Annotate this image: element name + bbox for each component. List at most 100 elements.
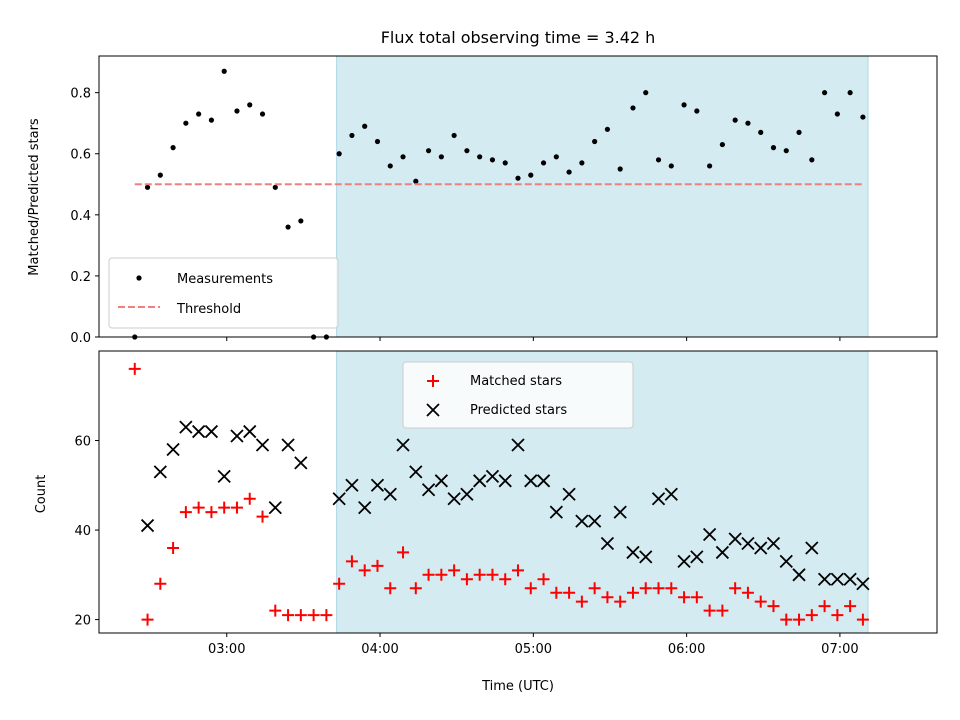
matched-stars-point xyxy=(218,501,231,514)
predicted-stars-point xyxy=(575,514,589,528)
legend-measurements-label: Measurements xyxy=(177,272,273,287)
bottom-y-ticks: 20 40 60 xyxy=(74,435,99,629)
top-shaded-span xyxy=(336,55,869,338)
measurement-point xyxy=(400,154,406,160)
measurement-point xyxy=(413,178,419,184)
matched-stars-point xyxy=(167,541,180,554)
measurement-point xyxy=(592,138,598,145)
y-tick-label: 0.8 xyxy=(70,87,91,102)
matched-stars-point xyxy=(230,501,243,514)
matched-stars-point xyxy=(409,582,422,595)
matched-stars-point xyxy=(448,564,461,577)
matched-stars-point xyxy=(256,510,269,523)
predicted-stars-point xyxy=(843,572,857,586)
measurement-point xyxy=(668,163,674,169)
predicted-stars-point xyxy=(383,487,397,501)
x-axis-label: Time (UTC) xyxy=(481,679,554,694)
measurement-point xyxy=(451,132,457,139)
predicted-stars-point xyxy=(728,532,742,546)
predicted-stars-point xyxy=(677,554,691,569)
predicted-stars-point xyxy=(153,465,167,479)
chart-title: Flux total observing time = 3.42 h xyxy=(381,28,656,47)
measurement-point xyxy=(796,129,802,135)
predicted-stars-point xyxy=(485,469,500,483)
y-tick-label: 0.6 xyxy=(70,148,91,163)
measurement-point xyxy=(643,90,649,96)
x-tick-label: 04:00 xyxy=(361,642,398,657)
matched-stars-point xyxy=(460,573,473,586)
matched-stars-point xyxy=(575,595,588,608)
measurement-point xyxy=(566,169,572,175)
measurement-point xyxy=(515,175,521,181)
predicted-stars-point xyxy=(779,554,793,569)
predicted-stars-point xyxy=(511,438,525,452)
legend-matched-marker xyxy=(427,375,439,387)
measurement-point xyxy=(374,138,381,145)
matched-stars-point xyxy=(844,600,857,613)
matched-stars-point xyxy=(665,582,678,595)
measurement-point xyxy=(196,111,202,117)
predicted-stars-point xyxy=(345,478,359,492)
measurement-point xyxy=(272,184,278,190)
measurement-point xyxy=(770,145,777,151)
predicted-stars-point xyxy=(690,550,704,564)
predicted-stars-point xyxy=(268,501,282,515)
predicted-stars-point xyxy=(217,469,231,483)
measurement-point xyxy=(477,154,483,160)
predicted-stars-point xyxy=(754,541,768,555)
matched-stars-point xyxy=(767,600,780,613)
predicted-stars-point xyxy=(204,424,219,439)
matched-stars-point xyxy=(588,582,601,595)
predicted-stars-point xyxy=(524,474,538,488)
matched-stars-point xyxy=(269,604,282,617)
bottom-legend-box xyxy=(402,361,634,429)
matched-stars-point xyxy=(652,582,665,595)
matched-stars-point xyxy=(397,546,410,559)
matched-stars-point xyxy=(831,609,844,622)
predicted-stars-point xyxy=(715,545,730,560)
matched-stars-point xyxy=(141,613,154,626)
measurement-point xyxy=(157,172,163,178)
measurement-point xyxy=(285,224,291,230)
measurement-point xyxy=(681,102,687,108)
predicted-stars-point xyxy=(498,474,512,488)
measurement-point xyxy=(528,172,534,178)
legend-measurements-marker xyxy=(136,275,142,281)
measurement-point xyxy=(758,129,764,135)
predicted-stars-point xyxy=(460,487,474,501)
predicted-stars-point xyxy=(192,424,206,439)
top-x-ticks xyxy=(226,337,841,341)
legend-predicted-marker xyxy=(426,403,440,417)
measurement-point xyxy=(144,184,151,190)
matched-stars-point xyxy=(243,492,256,505)
matched-stars-point xyxy=(294,609,307,622)
top-legend: Measurements Threshold xyxy=(108,257,339,329)
matched-stars-point xyxy=(729,582,742,595)
matched-stars-point xyxy=(205,506,218,519)
predicted-stars-point xyxy=(817,572,832,586)
predicted-stars-point xyxy=(664,487,678,501)
measurement-point xyxy=(579,160,585,166)
predicted-stars-point xyxy=(702,527,717,542)
measurement-point xyxy=(298,218,304,224)
measurement-point xyxy=(834,111,840,117)
y-tick-label: 0.4 xyxy=(70,209,91,224)
top-y-ticks: 0.0 0.2 0.4 0.6 0.8 xyxy=(70,87,99,346)
legend-threshold-label: Threshold xyxy=(176,302,241,317)
predicted-stars-point xyxy=(166,442,180,457)
matched-stars-point xyxy=(333,577,346,590)
predicted-stars-point xyxy=(549,505,563,519)
measurement-point xyxy=(221,68,227,74)
measurement-point xyxy=(745,120,751,126)
measurement-point xyxy=(809,157,815,163)
measurement-point xyxy=(630,105,636,111)
matched-stars-point xyxy=(486,568,499,581)
measurement-point xyxy=(438,154,444,160)
predicted-stars-point xyxy=(766,536,781,551)
matched-stars-point xyxy=(690,591,703,604)
measurement-point xyxy=(655,157,662,163)
matched-stars-point xyxy=(818,600,831,613)
matched-stars-point xyxy=(422,568,435,581)
matched-stars-point xyxy=(307,609,320,622)
measurement-point xyxy=(247,102,253,108)
